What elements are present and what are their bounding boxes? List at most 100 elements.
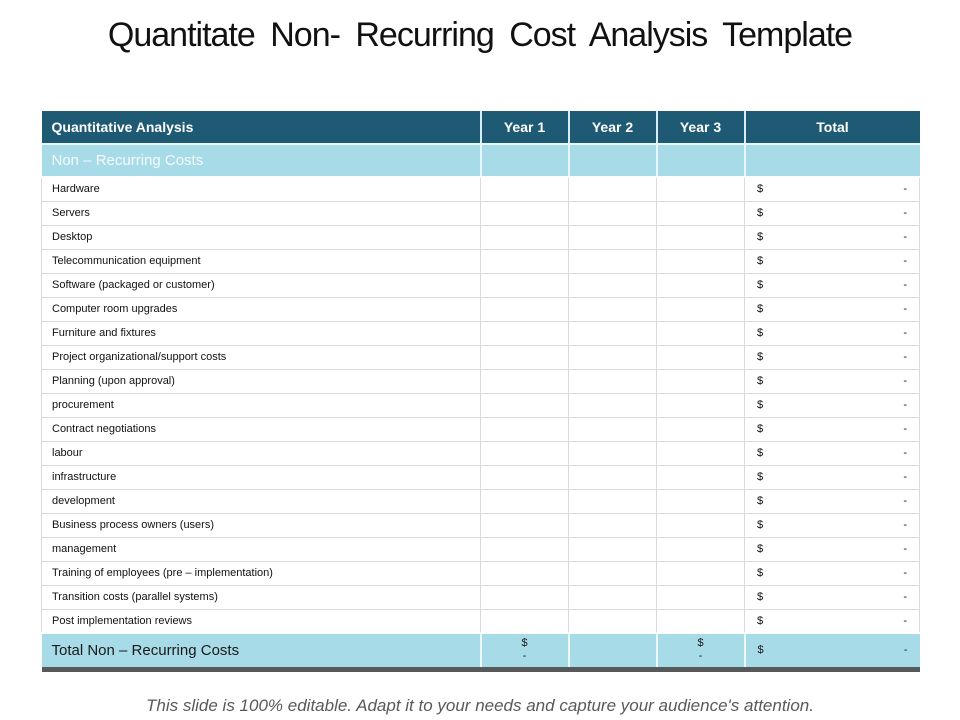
header-quantitative-analysis: Quantitative Analysis: [41, 111, 482, 145]
amount-value: -: [903, 644, 908, 657]
table-row: Contract negotiations $ -: [41, 416, 920, 442]
row-cell-year1: [480, 440, 569, 466]
table-row: Training of employees (pre – implementat…: [41, 560, 920, 586]
row-cell-year2: [568, 536, 657, 562]
amount-value: -: [903, 471, 907, 483]
table-row: Telecommunication equipment $ -: [41, 248, 920, 274]
table-row: Post implementation reviews $ -: [41, 608, 920, 634]
row-cell-year3: [656, 224, 745, 250]
amount-value: -: [903, 423, 907, 435]
amount-value: -: [903, 327, 907, 339]
amount-value: -: [903, 519, 907, 531]
row-cell-year2: [568, 584, 657, 610]
total-cell-grand-total: $ -: [744, 632, 920, 669]
header-year-1: Year 1: [480, 111, 570, 145]
row-cell-year1: [480, 368, 569, 394]
section-cell-total: [744, 144, 920, 178]
row-cell-total: $ -: [744, 320, 920, 346]
row-cell-year3: [656, 488, 745, 514]
table-row: Project organizational/support costs $ -: [41, 344, 920, 370]
row-label: Telecommunication equipment: [41, 248, 481, 274]
currency-symbol: $: [757, 471, 764, 483]
amount-value: -: [903, 543, 907, 555]
row-label: Contract negotiations: [41, 416, 481, 442]
currency-symbol: $: [757, 183, 764, 196]
row-cell-year2: [568, 272, 657, 298]
row-cell-year2: [568, 560, 657, 586]
row-cell-year1: [480, 344, 569, 370]
row-cell-year1: [480, 512, 569, 538]
header-total: Total: [744, 111, 920, 145]
table-row: Hardware $ -: [41, 176, 920, 202]
amount-value: -: [903, 495, 907, 507]
row-label: management: [41, 536, 481, 562]
row-label: Training of employees (pre – implementat…: [41, 560, 481, 586]
row-cell-total: $ -: [744, 416, 920, 442]
row-label: labour: [41, 440, 481, 466]
row-cell-year2: [568, 344, 657, 370]
row-cell-year1: [480, 296, 569, 322]
currency-symbol: $: [757, 351, 764, 363]
row-cell-total: $ -: [744, 368, 920, 394]
currency-symbol: $: [757, 591, 764, 603]
section-cell-year1: [480, 144, 570, 178]
currency-symbol: $: [757, 543, 764, 555]
table-row: development $ -: [41, 488, 920, 514]
row-cell-total: $ -: [744, 272, 920, 298]
currency-symbol: $: [757, 644, 764, 657]
currency-symbol: $: [757, 614, 764, 627]
cost-table-container: Quantitative Analysis Year 1 Year 2 Year…: [41, 111, 920, 672]
amount-value: -: [903, 231, 907, 243]
row-cell-year1: [480, 248, 569, 274]
currency-symbol: $: [757, 207, 764, 219]
row-label: Software (packaged or customer): [41, 272, 481, 298]
row-cell-total: $ -: [744, 344, 920, 370]
table-row: Software (packaged or customer) $ -: [41, 272, 920, 298]
section-cell-year3: [656, 144, 746, 178]
row-cell-year3: [656, 200, 745, 226]
row-cell-year3: [656, 512, 745, 538]
row-cell-year2: [568, 200, 657, 226]
row-cell-year3: [656, 296, 745, 322]
header-year-2: Year 2: [568, 111, 658, 145]
currency-symbol: $: [757, 279, 764, 291]
amount-value: -: [903, 375, 907, 387]
row-cell-year1: [480, 320, 569, 346]
row-label: Project organizational/support costs: [41, 344, 481, 370]
row-cell-year3: [656, 416, 745, 442]
row-cell-year2: [568, 224, 657, 250]
row-cell-year3: [656, 464, 745, 490]
row-cell-year2: [568, 416, 657, 442]
currency-symbol: $: [757, 255, 764, 267]
table-row: labour $ -: [41, 440, 920, 466]
row-cell-year1: [480, 560, 569, 586]
table-row: Transition costs (parallel systems) $ -: [41, 584, 920, 610]
table-row: Servers $ -: [41, 200, 920, 226]
section-cell-year2: [568, 144, 658, 178]
currency-symbol: $: [697, 637, 704, 650]
section-header-label: Non – Recurring Costs: [41, 144, 482, 178]
row-cell-year2: [568, 440, 657, 466]
amount-value: -: [903, 255, 907, 267]
row-cell-total: $ -: [744, 248, 920, 274]
total-cell-year1: $ -: [480, 632, 570, 669]
currency-symbol: $: [757, 375, 764, 387]
amount-value: -: [903, 303, 907, 315]
table-row: management $ -: [41, 536, 920, 562]
row-cell-year3: [656, 344, 745, 370]
amount-value: -: [903, 399, 907, 411]
row-cell-total: $ -: [744, 464, 920, 490]
row-cell-total: $ -: [744, 536, 920, 562]
amount-value: -: [903, 351, 907, 363]
row-cell-total: $ -: [744, 224, 920, 250]
row-cell-year3: [656, 320, 745, 346]
editable-note: This slide is 100% editable. Adapt it to…: [146, 696, 814, 715]
row-cell-total: $ -: [744, 296, 920, 322]
total-cell-year2: [568, 632, 658, 669]
slide-title: Quantitate Non- Recurring Cost Analysis …: [107, 16, 853, 54]
row-label: Business process owners (users): [41, 512, 481, 538]
table-header-row: Quantitative Analysis Year 1 Year 2 Year…: [41, 111, 920, 145]
row-cell-year1: [480, 200, 569, 226]
row-label: Transition costs (parallel systems): [41, 584, 481, 610]
row-cell-year1: [480, 488, 569, 514]
